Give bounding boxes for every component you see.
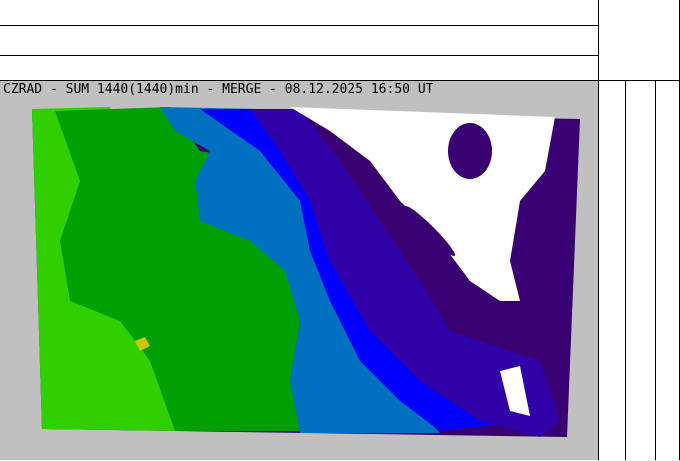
map-title: CZRAD - SUM 1440(1440)min - MERGE - 08.1… — [3, 82, 434, 97]
legend-divider — [598, 80, 680, 81]
radar-precip-image — [32, 107, 580, 437]
area-no-precip-south — [500, 366, 530, 416]
island — [359, 174, 421, 228]
island — [448, 123, 492, 179]
divider — [598, 0, 599, 460]
island — [405, 206, 455, 256]
area-purple — [250, 109, 560, 437]
area-yellow — [135, 337, 150, 351]
header-row-2 — [0, 26, 598, 56]
legend-column-line — [655, 80, 656, 460]
header-row-3 — [0, 56, 598, 81]
legend-column-line — [625, 80, 626, 460]
radar-map[interactable]: CZRAD - SUM 1440(1440)min - MERGE - 08.1… — [0, 80, 598, 460]
header-row-1 — [0, 0, 598, 26]
